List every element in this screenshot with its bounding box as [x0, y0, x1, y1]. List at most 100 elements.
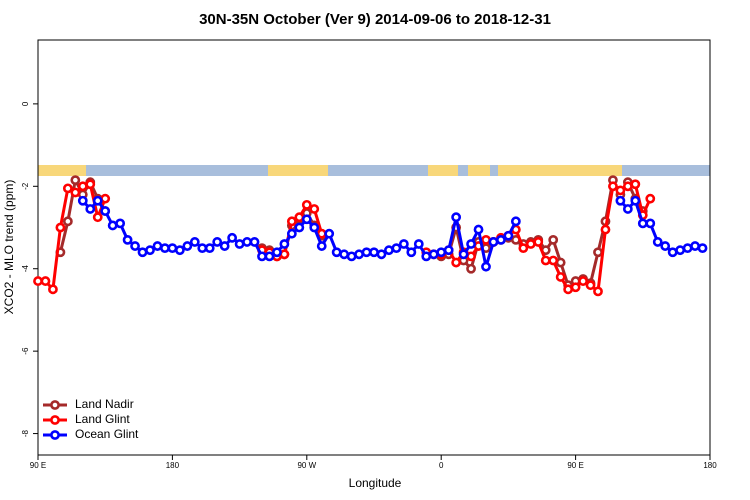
data-point — [227, 232, 238, 243]
data-point — [451, 212, 462, 223]
legend-label: Land Glint — [75, 412, 130, 426]
land-strip — [38, 165, 86, 176]
data-point — [77, 181, 88, 192]
data-point — [339, 249, 350, 260]
data-point — [55, 222, 66, 233]
data-point — [443, 245, 454, 256]
ocean-strip — [38, 165, 710, 176]
data-point — [122, 234, 133, 245]
data-point — [100, 193, 111, 204]
data-point — [130, 241, 140, 251]
map-strip — [38, 165, 710, 176]
data-point — [62, 216, 73, 227]
data-point — [376, 249, 387, 260]
data-point — [92, 195, 103, 206]
series-line — [58, 178, 645, 287]
data-point — [40, 276, 51, 286]
data-point — [286, 216, 297, 227]
data-point — [85, 204, 96, 214]
data-point — [593, 286, 603, 297]
data-point — [294, 212, 305, 223]
data-point — [563, 284, 574, 295]
data-point — [481, 261, 491, 272]
data-point — [630, 195, 641, 206]
data-point — [70, 175, 81, 186]
legend-label: Ocean Glint — [75, 427, 139, 441]
y-axis-label: XCO2 - MLO trend (ppm) — [2, 180, 16, 315]
data-point — [488, 237, 499, 247]
data-point — [555, 257, 566, 268]
plot-frame — [37, 39, 711, 456]
data-point — [301, 214, 312, 225]
y-tick-label: 0 — [21, 101, 30, 106]
x-tick-label: 180 — [703, 461, 717, 470]
data-point — [77, 195, 88, 206]
data-point — [615, 195, 626, 206]
data-point — [212, 237, 223, 247]
x-tick-label: 90 E — [567, 461, 583, 470]
data-point — [406, 247, 417, 258]
x-axis-label: Longitude — [349, 476, 402, 490]
data-point — [264, 251, 275, 262]
data-point — [503, 230, 514, 241]
data-point — [346, 251, 357, 262]
data-point — [675, 245, 686, 256]
data-point — [331, 247, 342, 258]
data-point — [391, 243, 402, 254]
data-point — [167, 243, 178, 254]
data-point — [272, 247, 282, 258]
data-point — [637, 218, 648, 229]
data-point — [48, 284, 58, 295]
data-point — [622, 181, 633, 192]
x-tick-label: 0 — [439, 461, 444, 470]
data-point — [197, 243, 208, 254]
data-point — [137, 247, 148, 258]
data-point — [451, 257, 462, 268]
y-tick-label: -8 — [21, 429, 30, 437]
data-point — [398, 239, 409, 249]
data-point — [548, 234, 559, 245]
legend-marker — [50, 415, 60, 425]
data-point — [294, 222, 305, 233]
data-point — [608, 181, 618, 192]
y-tick-label: -6 — [21, 347, 30, 355]
data-point — [518, 243, 529, 254]
data-point — [533, 237, 544, 247]
data-point — [697, 243, 708, 254]
data-point — [578, 276, 588, 286]
data-point — [525, 239, 536, 249]
data-point — [421, 251, 432, 262]
land-strip — [498, 165, 622, 176]
data-point — [682, 243, 693, 254]
data-point — [555, 272, 566, 282]
data-point — [174, 245, 185, 256]
data-point — [384, 245, 394, 256]
data-point — [234, 239, 245, 249]
data-point — [473, 224, 484, 235]
data-point — [85, 179, 96, 190]
data-point — [428, 249, 439, 260]
x-tick-label: 90 W — [297, 461, 316, 470]
data-point — [257, 251, 267, 262]
data-point — [249, 237, 260, 247]
data-point — [286, 228, 297, 239]
data-point — [615, 185, 626, 196]
data-point — [182, 241, 193, 251]
data-point — [645, 193, 656, 204]
data-point — [690, 241, 700, 251]
data-point — [570, 282, 581, 293]
data-point — [548, 255, 559, 266]
data-point — [630, 179, 641, 190]
y-tick-label: -4 — [21, 265, 30, 273]
data-point — [92, 212, 103, 223]
data-point — [219, 241, 230, 251]
data-point — [301, 199, 312, 210]
data-point — [466, 263, 476, 274]
data-point — [645, 218, 656, 229]
data-point — [436, 247, 447, 258]
data-point — [145, 245, 155, 256]
data-point — [600, 224, 611, 235]
